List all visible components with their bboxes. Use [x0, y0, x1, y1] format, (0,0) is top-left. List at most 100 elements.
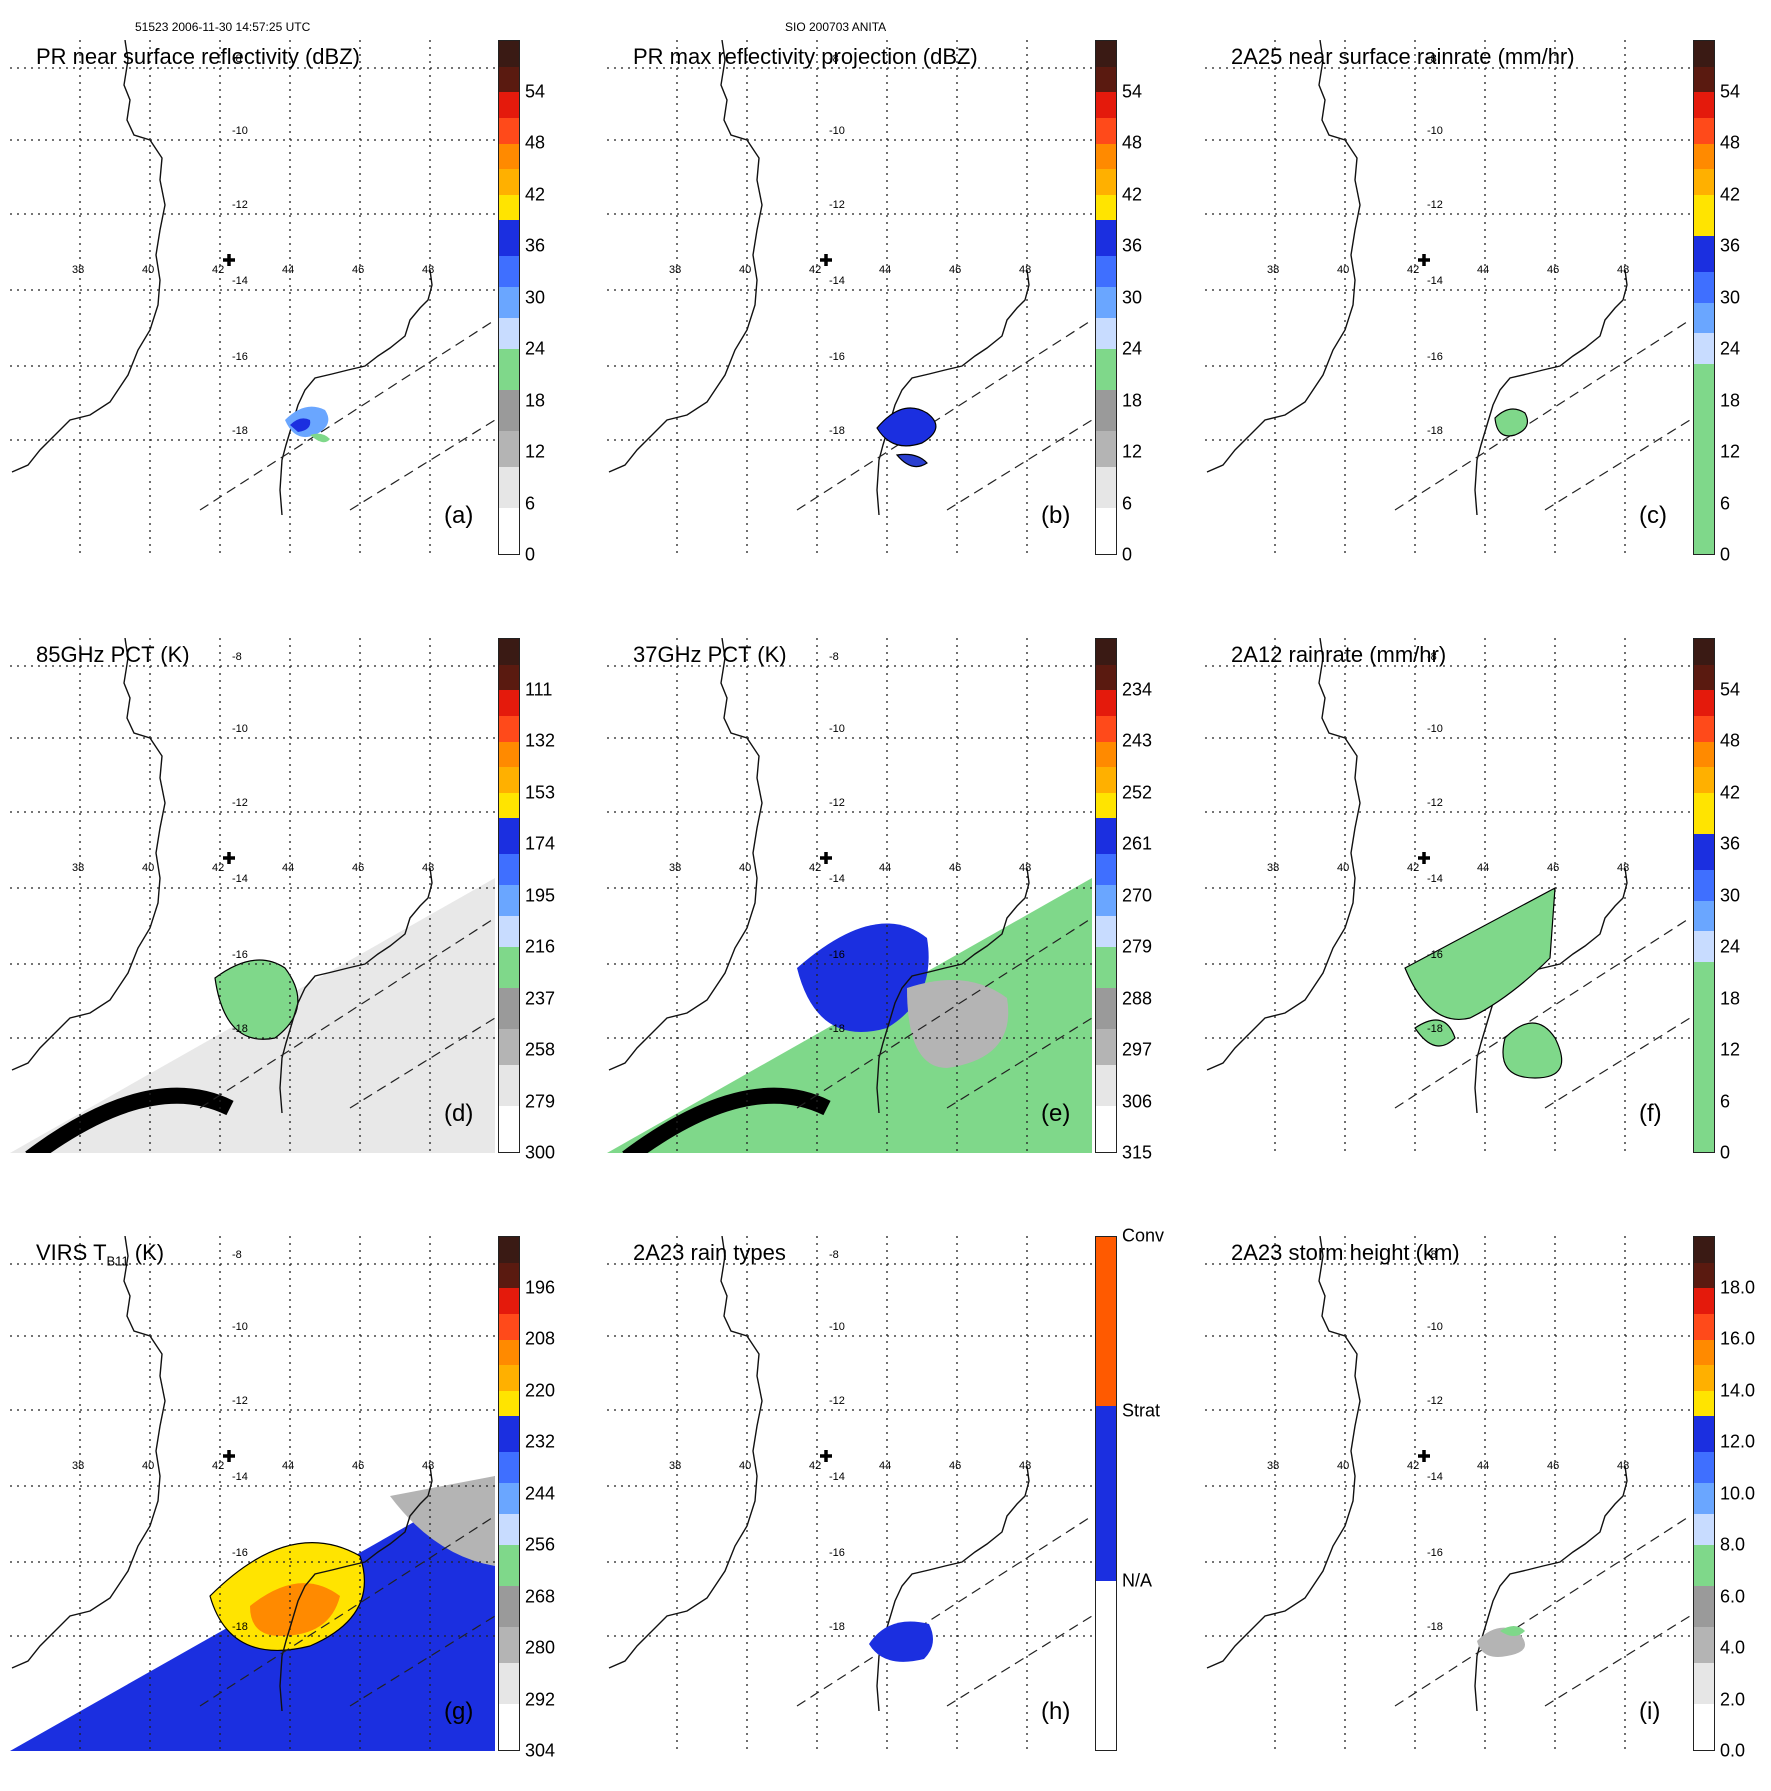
colorbar-tick-label: 270	[1122, 885, 1153, 905]
colorbar-tick-label: 300	[525, 1142, 556, 1163]
colorbar-tick-label: 280	[525, 1637, 556, 1658]
graticule	[607, 40, 1092, 555]
colorbar-segment	[1694, 1626, 1714, 1663]
colorbar-segment	[1096, 389, 1116, 431]
lat-label: -14	[829, 873, 845, 885]
swath-edge	[349, 419, 495, 511]
colorbar-segment	[1694, 1390, 1714, 1417]
graticule	[607, 1236, 1092, 1751]
colorbar-segment	[1096, 466, 1116, 508]
rain-area	[1494, 408, 1528, 437]
lat-label: -8	[232, 53, 242, 65]
lat-label: -8	[232, 1249, 242, 1261]
lat-label: -12	[1427, 199, 1443, 211]
lon-label: 44	[282, 1460, 294, 1472]
colorbar-tick-label: 2.0	[1720, 1689, 1746, 1709]
colorbar	[1095, 638, 1117, 1153]
colorbar-segment	[1096, 1064, 1116, 1106]
colorbar-segment	[499, 1662, 519, 1704]
panel-title: 85GHz PCT (K)	[36, 642, 190, 667]
lat-label: -10	[1427, 125, 1443, 137]
colorbar-tick-label: 18	[1720, 988, 1741, 1008]
lat-label: -12	[1427, 1395, 1443, 1407]
colorbar	[498, 1236, 520, 1751]
panel-label: (i)	[1639, 1698, 1661, 1725]
lat-label: -10	[232, 125, 248, 137]
panel-title: VIRS TB11 (K)	[36, 1240, 164, 1268]
colorbar-tick-label: 42	[1720, 184, 1741, 204]
site-marker	[1418, 852, 1430, 864]
coastline	[1206, 40, 1361, 473]
colorbar-segment	[1096, 317, 1116, 349]
rain-area	[1404, 886, 1556, 1020]
colorbar-tick-label: 30	[1122, 287, 1143, 307]
colorbar-segment	[1096, 256, 1116, 288]
colorbar-tick-label: 256	[525, 1534, 556, 1555]
lon-label: 42	[212, 862, 224, 874]
lat-label: -12	[1427, 797, 1443, 809]
panel-title: 2A23 storm height (km)	[1231, 1240, 1460, 1265]
rain-area	[214, 959, 299, 1040]
colorbar-segment	[1096, 818, 1116, 855]
coastline	[1474, 1465, 1628, 1712]
lat-label: -14	[1427, 873, 1443, 885]
rain-area	[290, 418, 311, 432]
colorbar-segment	[1096, 169, 1116, 195]
colorbar-segment	[499, 430, 519, 467]
lat-label: -16	[1427, 1547, 1443, 1559]
coastline	[608, 1236, 763, 1669]
colorbar-tick-label: 24	[1720, 338, 1741, 359]
colorbar-tick-label: 16.0	[1720, 1328, 1756, 1349]
colorbar-tick-label: 36	[525, 235, 546, 256]
coastline	[11, 638, 166, 1071]
panel-label: (h)	[1041, 1698, 1071, 1725]
coastline	[876, 269, 1030, 516]
site-marker	[1418, 1450, 1430, 1462]
colorbar-tick-label: 30	[1720, 885, 1741, 905]
lon-label: 46	[352, 264, 364, 276]
colorbar-segment	[1096, 507, 1116, 554]
lon-label: 40	[1337, 862, 1349, 874]
colorbar-segment	[1694, 235, 1714, 272]
colorbar-segment	[1096, 792, 1116, 819]
swath-edge	[1544, 419, 1690, 511]
colorbar-ticks: 54 48 42 36 30 24 18 12 6 0	[525, 40, 585, 565]
colorbar-tick-label: 54	[1720, 81, 1741, 101]
lon-label: 40	[739, 1460, 751, 1472]
swath-edge	[349, 1017, 495, 1109]
colorbar-segment	[1694, 1544, 1714, 1586]
lon-label: 38	[72, 1460, 84, 1472]
panel-85ghz-pct: 38 40 42 44 46 48 -8 -10 -12 -14 -16 -18 85GHz PCT …	[10, 638, 555, 1193]
colorbar-segment	[1096, 1580, 1116, 1750]
lon-label: 42	[809, 264, 821, 276]
coastline	[608, 638, 763, 1071]
colorbar-segment	[499, 1365, 519, 1391]
lon-label: 40	[142, 1460, 154, 1472]
colorbar-tick-label: 261	[1122, 833, 1153, 854]
lon-label: 38	[669, 1460, 681, 1472]
graticule	[1205, 1236, 1690, 1751]
title-unit: (K)	[128, 1240, 165, 1265]
colorbar-tick-label: 208	[525, 1328, 556, 1349]
lon-label: 44	[1477, 862, 1489, 874]
colorbar-tick-label: 42	[525, 184, 546, 204]
lat-label: -14	[829, 1471, 845, 1483]
colorbar-segment	[1694, 1313, 1714, 1340]
panel-virs-tb11: 38 40 42 44 46 48 -8 -10 -12 -14 -16 -18 VIRS TB11 …	[10, 1236, 555, 1791]
coastline	[876, 1465, 1030, 1712]
lon-label: 38	[669, 862, 681, 874]
panel-label: (d)	[444, 1100, 474, 1127]
lat-label: -12	[829, 199, 845, 211]
colorbar-segment	[499, 466, 519, 508]
panel-title: PR max reflectivity projection (dBZ)	[633, 44, 978, 69]
colorbar-segment	[1694, 333, 1714, 365]
lon-label: 44	[879, 264, 891, 276]
colorbar-ticks: 196 208 220 232 244 256 268 280 292 304	[525, 1236, 585, 1761]
swath-edge	[946, 419, 1092, 511]
colorbar-segment	[499, 41, 519, 67]
colorbar-tick-label: 18.0	[1720, 1277, 1756, 1297]
colorbar-segment	[1096, 143, 1116, 170]
colorbar-segment	[1096, 1406, 1116, 1581]
colorbar-tick-label: 54	[1122, 81, 1143, 101]
lat-label: -16	[232, 949, 248, 961]
